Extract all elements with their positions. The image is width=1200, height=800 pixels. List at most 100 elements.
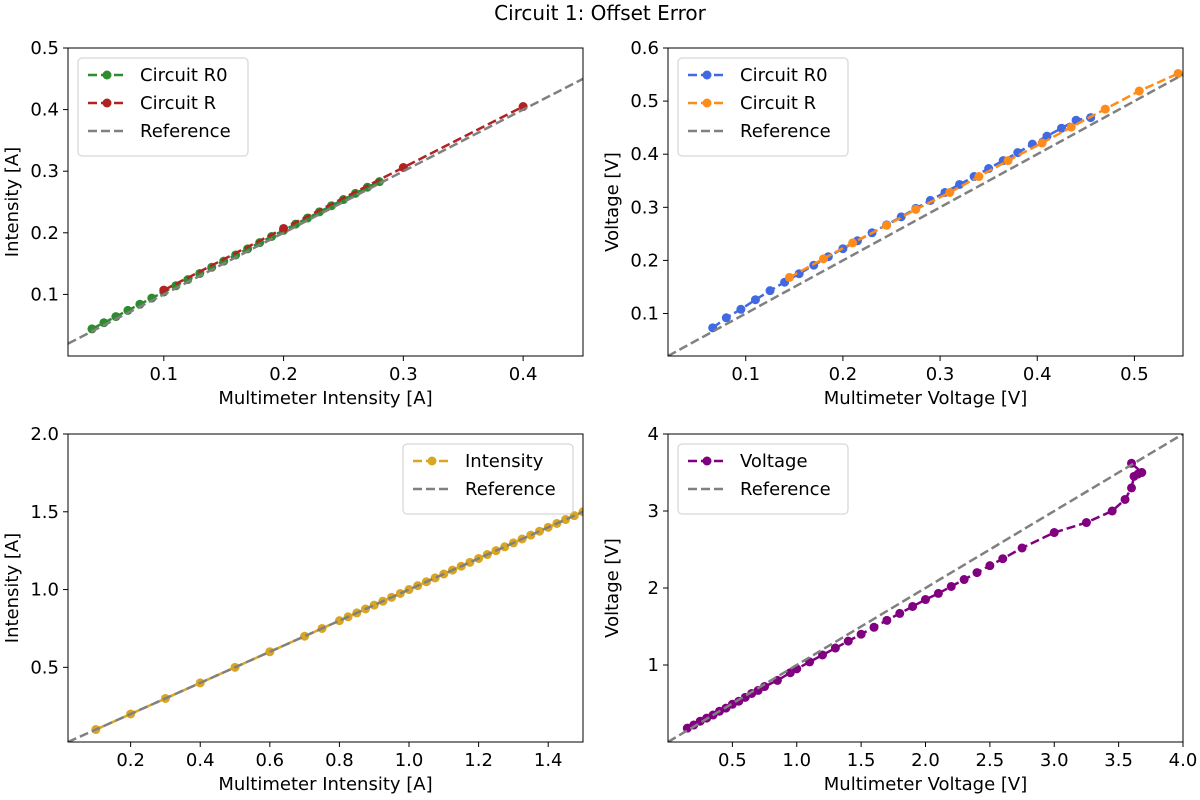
data-point [369, 600, 379, 610]
data-point [869, 622, 879, 632]
y-tick-label: 0.4 [630, 144, 659, 165]
y-axis-label: Voltage [V] [602, 152, 623, 252]
legend: Voltage Reference [677, 443, 849, 515]
x-tick-label: 0.5 [718, 750, 747, 771]
x-tick-label: 4.0 [1169, 750, 1198, 771]
series-line-reference [668, 73, 1183, 356]
series-line-reference [668, 434, 1183, 742]
x-tick-label: 0.8 [325, 750, 354, 771]
x-axis-label: Multimeter Intensity [A] [218, 388, 432, 409]
data-point [535, 526, 544, 536]
data-point [882, 615, 892, 625]
data-point [998, 554, 1008, 564]
x-axis-label: Multimeter Intensity [A] [218, 774, 432, 795]
data-point [300, 631, 310, 641]
x-tick-label: 0.2 [829, 364, 858, 385]
data-point [1100, 104, 1110, 114]
axes-frame [67, 47, 584, 357]
data-point [1057, 123, 1067, 133]
legend: Circuit R0 Circuit R Reference [677, 57, 849, 157]
y-tick-label: 0.2 [30, 223, 59, 244]
legend-entry-voltage: Voltage [688, 451, 808, 472]
x-tick-label: 0.1 [731, 364, 760, 385]
legend-label: Voltage [740, 451, 808, 472]
data-point [500, 542, 510, 552]
data-point [1081, 518, 1091, 528]
chart-panel-bottom-right: 0.5 1.0 1.5 2.0 2.5 3.0 3.5 4.0 1 2 3 4 Multimeter V… [602, 424, 1197, 795]
x-tick-label: 3.0 [1040, 750, 1069, 771]
data-point [279, 223, 289, 233]
legend-entry-reference: Reference [688, 121, 831, 142]
axes-frame [667, 47, 1184, 357]
x-tick-label: 1.0 [395, 750, 424, 771]
x-tick-label: 0.4 [509, 364, 538, 385]
data-point [848, 238, 858, 248]
legend-entry-circuit-r0: Circuit R0 [688, 65, 828, 86]
data-point [1107, 506, 1117, 516]
legend-entry-circuit-r0: Circuit R0 [88, 65, 228, 86]
x-tick-label: 1.0 [782, 750, 811, 771]
legend-entry-reference: Reference [88, 121, 231, 142]
x-axis-label: Multimeter Voltage [V] [824, 774, 1027, 795]
x-tick-label: 3.5 [1104, 750, 1133, 771]
data-point [1003, 156, 1013, 166]
plot-area [668, 434, 1183, 742]
legend-label: Reference [740, 121, 831, 142]
data-point [430, 573, 440, 583]
y-tick-label: 0.1 [630, 304, 659, 325]
series-reference [668, 73, 1183, 356]
data-point [721, 313, 731, 323]
data-point [784, 272, 794, 282]
legend-label: Intensity [465, 451, 544, 472]
x-tick-label: 0.3 [389, 364, 418, 385]
legend-entry-intensity: Intensity [413, 451, 544, 472]
data-point [974, 172, 984, 182]
data-point [985, 561, 995, 571]
x-tick-label: 0.4 [1023, 364, 1052, 385]
data-point [856, 629, 866, 639]
data-point [374, 177, 384, 187]
data-point [561, 515, 571, 525]
plot-area [68, 507, 583, 742]
data-point [830, 643, 840, 653]
x-tick-label: 0.5 [1120, 364, 1149, 385]
legend-marker [702, 70, 712, 80]
legend-marker [702, 456, 712, 466]
data-point [921, 595, 930, 605]
y-tick-label: 1.0 [30, 580, 59, 601]
chart-panel-bottom-left: 0.2 0.4 0.6 0.8 1.0 1.2 1.4 0.5 1.0 1.5 2.0 Multime… [2, 424, 584, 795]
legend-label: Reference [465, 479, 556, 500]
data-point [1173, 68, 1183, 78]
data-point [882, 220, 892, 230]
y-tick-label: 0.5 [30, 38, 59, 59]
x-tick-label: 0.6 [256, 750, 285, 771]
plot-area [668, 68, 1183, 356]
legend-entry-reference: Reference [413, 479, 556, 500]
figure-title: Circuit 1: Offset Error [494, 1, 707, 25]
legend-label: Circuit R0 [740, 65, 828, 86]
data-point [1037, 138, 1047, 148]
data-point [959, 575, 969, 585]
data-point [465, 557, 475, 567]
data-point [911, 204, 921, 214]
data-point [1066, 122, 1076, 132]
data-point [750, 295, 760, 305]
x-tick-label: 1.4 [534, 750, 563, 771]
x-tick-label: 0.4 [186, 750, 215, 771]
data-point [945, 187, 955, 197]
x-tick-label: 0.1 [149, 364, 178, 385]
series-line-reference [68, 510, 583, 742]
legend-label: Reference [740, 479, 831, 500]
series-intensity [91, 507, 583, 735]
y-tick-label: 0.2 [630, 250, 659, 271]
data-point [955, 179, 965, 189]
y-tick-label: 1 [648, 655, 659, 676]
series-circuit-r [784, 68, 1183, 282]
y-tick-label: 0.6 [630, 38, 659, 59]
data-point [1120, 494, 1130, 504]
data-point [334, 616, 344, 626]
y-tick-label: 0.3 [30, 161, 59, 182]
x-axis-label: Multimeter Voltage [V] [824, 388, 1027, 409]
y-tick-label: 2.0 [30, 424, 59, 445]
data-point [818, 650, 827, 660]
